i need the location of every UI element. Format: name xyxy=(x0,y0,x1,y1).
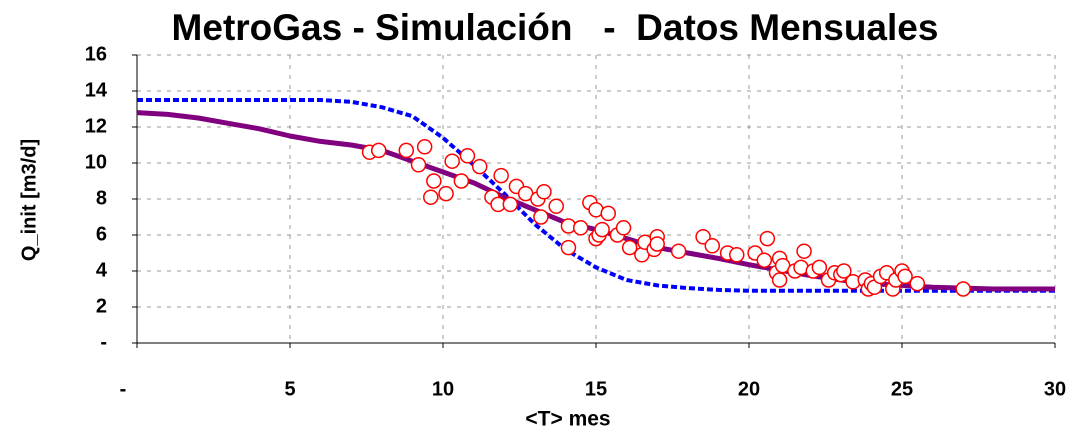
scatter-point xyxy=(955,281,971,297)
scatter-point xyxy=(704,238,721,254)
scatter-point xyxy=(471,158,488,175)
x-tick-label: 30 xyxy=(1044,378,1066,400)
scatter-point xyxy=(438,185,454,202)
y-tick-label: 2 xyxy=(96,295,107,317)
x-tick-label: 20 xyxy=(738,378,760,400)
chart-title: MetroGas - Simulación - Datos Mensuales xyxy=(172,7,939,48)
scatter-point xyxy=(759,230,776,247)
scatter-point xyxy=(836,263,852,279)
scatter-point xyxy=(423,189,439,205)
scatter-point xyxy=(502,196,519,213)
scatter-point xyxy=(621,239,638,256)
scatter-point xyxy=(695,229,711,245)
scatter-point xyxy=(533,209,549,225)
scatter-point xyxy=(897,268,913,285)
scatter-point xyxy=(370,142,387,159)
y-axis-label: Q_init [m3/d] xyxy=(18,139,40,261)
y-tick-label: 16 xyxy=(85,43,107,65)
y-tick-label: 8 xyxy=(96,187,107,209)
scatter-point xyxy=(600,205,616,222)
scatter-point xyxy=(594,221,610,238)
scatter-point xyxy=(536,184,552,200)
x-tick-label: 5 xyxy=(284,378,295,400)
x-tick-label: 15 xyxy=(585,378,607,400)
scatter-point xyxy=(548,198,564,214)
line-series xyxy=(137,98,1055,293)
scatter-point xyxy=(459,148,476,164)
scatter-point xyxy=(909,275,926,292)
y-tick-label: 4 xyxy=(96,259,108,281)
scatter-point xyxy=(649,236,665,252)
scatter-point xyxy=(410,157,427,173)
y-tick-label: 6 xyxy=(96,223,107,245)
scatter-point xyxy=(796,243,812,259)
y-tick-label: 10 xyxy=(85,151,107,173)
scatter-point xyxy=(572,220,589,236)
x-tick-label: 25 xyxy=(891,378,913,400)
x-tick-label: - xyxy=(120,378,127,400)
scatter-point xyxy=(560,239,577,256)
x-axis-label: <T> mes xyxy=(525,408,610,431)
scatter-point xyxy=(771,272,788,288)
scatter-point xyxy=(453,173,470,189)
scatter-point xyxy=(426,173,442,189)
scatter-point xyxy=(729,247,745,263)
y-tick-label: 14 xyxy=(85,79,108,101)
y-tick-label: - xyxy=(100,331,107,353)
scatter-point xyxy=(615,220,632,236)
x-tick-label: 10 xyxy=(432,378,454,400)
scatter-point xyxy=(811,259,828,276)
scatter-point xyxy=(670,243,687,259)
scatter-point xyxy=(416,139,433,155)
scatter-point xyxy=(756,252,773,268)
scatter-point xyxy=(444,153,460,169)
scatter-point xyxy=(493,167,509,184)
y-tick-label: 12 xyxy=(85,115,107,137)
scatter-point xyxy=(398,142,415,159)
